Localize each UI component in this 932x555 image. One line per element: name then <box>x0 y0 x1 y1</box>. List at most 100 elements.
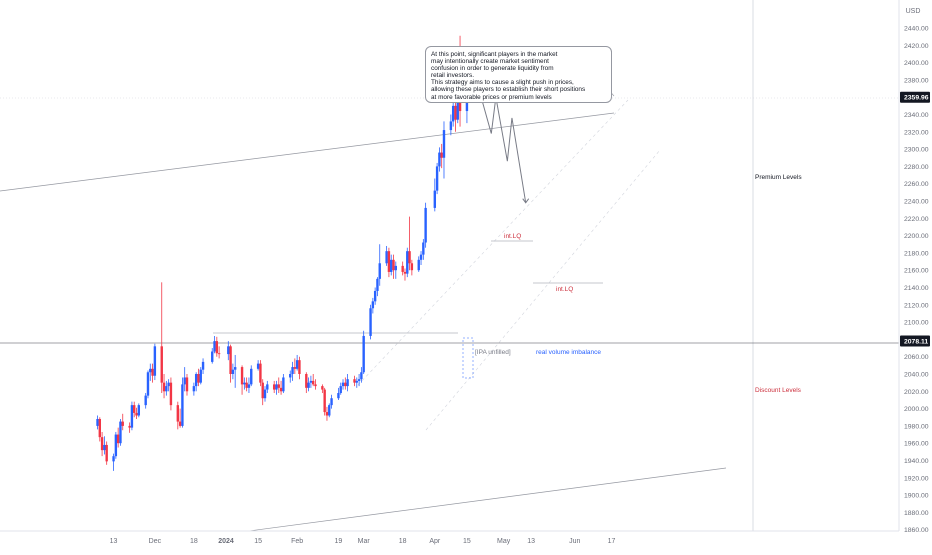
candle-body-31 <box>192 386 196 392</box>
ipa-unfilled-label: [IPA unfilled] <box>475 349 511 356</box>
candle-body-95 <box>403 271 407 274</box>
candle-body-44 <box>240 367 244 385</box>
candle-body-12 <box>130 405 134 428</box>
candle-body-17 <box>146 372 150 396</box>
trend-line-2 <box>225 467 727 535</box>
annotation-callout[interactable]: At this point, significant players in th… <box>425 46 612 103</box>
x-tick-label: 13 <box>110 538 118 545</box>
candle-body-13 <box>133 405 136 413</box>
candle-body-37 <box>213 341 216 352</box>
candle-body-51 <box>261 382 264 399</box>
candle-body-47 <box>247 384 251 388</box>
y-tick-label: 1960.00 <box>904 441 929 448</box>
candle-body-108 <box>449 121 453 131</box>
x-tick-label: 17 <box>608 538 616 545</box>
currency-label: USD <box>906 8 921 15</box>
candle-body-29 <box>183 377 186 385</box>
candle-body-24 <box>167 382 170 387</box>
candle-body-10 <box>121 421 124 426</box>
real-volume-label: real volume imbalance <box>536 349 601 356</box>
candle-body-111 <box>456 86 459 120</box>
price-marker-label-1: 2359.96 <box>904 95 929 102</box>
candles <box>96 35 478 471</box>
candle-body-62 <box>295 360 299 369</box>
chart-annotations: int.LQ int.LQ [IPA unfilled] real volume im… <box>475 174 802 394</box>
candle-body-105 <box>438 152 441 167</box>
candle-body-74 <box>337 393 340 399</box>
candle-body-19 <box>151 368 154 376</box>
y-tick-label: 2240.00 <box>904 199 929 206</box>
candle-body-109 <box>451 105 455 122</box>
candle-body-18 <box>149 368 152 373</box>
candle-body-41 <box>229 346 232 374</box>
candle-body-27 <box>178 421 182 426</box>
candle-body-15 <box>137 405 141 416</box>
y-tick-label: 2280.00 <box>904 164 929 171</box>
time-axis[interactable]: 13 Dec 18 2024 15 Feb 19 Mar 18 Apr 15 May 13 Jun 17 <box>0 530 899 550</box>
y-tick-label: 2040.00 <box>904 372 929 379</box>
candle-body-33 <box>197 374 200 383</box>
candle-body-71 <box>325 412 329 416</box>
candle-body-88 <box>378 263 381 279</box>
candle-body-8 <box>116 434 120 444</box>
candle-body-2 <box>98 418 101 438</box>
y-tick-label: 2180.00 <box>904 250 929 257</box>
discount-levels-label: Discount Levels <box>755 387 802 394</box>
x-tick-label: 18 <box>190 538 198 545</box>
candle-body-94 <box>401 265 404 272</box>
candle-body-84 <box>369 308 372 336</box>
candle-body-64 <box>305 374 308 388</box>
candle-body-55 <box>275 384 278 390</box>
time-axis-bg <box>0 531 899 550</box>
candle-body-110 <box>454 105 457 120</box>
ipa-zone <box>462 337 474 379</box>
candle-body-103 <box>433 190 437 208</box>
int-lq-lower-label: int.LQ <box>556 286 573 293</box>
candle-body-102 <box>424 207 427 243</box>
candle-body-85 <box>371 301 375 309</box>
trend-line-1 <box>0 112 615 192</box>
candle-body-92 <box>392 259 395 271</box>
candle-body-9 <box>119 421 122 444</box>
x-tick-label: Jun <box>569 538 580 545</box>
y-tick-label: 2100.00 <box>904 320 929 327</box>
y-tick-label: 2400.00 <box>904 60 929 67</box>
y-tick-label: 2220.00 <box>904 216 929 223</box>
trend-line-4 <box>425 149 661 431</box>
candle-body-34 <box>199 369 202 383</box>
price-marker-label-2: 2078.11 <box>904 339 928 346</box>
callout-line-7: at more favorable prices or premium leve… <box>431 93 552 101</box>
candle-body-81 <box>357 379 361 381</box>
candle-body-96 <box>406 251 409 274</box>
candle-body-20 <box>153 346 157 376</box>
drawings <box>0 79 899 535</box>
candle-body-11 <box>128 425 131 428</box>
candle-body-5 <box>105 444 108 462</box>
callout-line-6: allowing these players to establish thei… <box>431 86 586 94</box>
y-tick-label: 2000.00 <box>904 406 929 413</box>
y-tick-label: 1940.00 <box>904 458 929 465</box>
candle-body-106 <box>440 152 443 158</box>
candle-body-58 <box>282 377 285 392</box>
candle-body-83 <box>362 335 365 373</box>
candle-body-54 <box>272 384 276 390</box>
y-tick-label: 2380.00 <box>904 77 929 84</box>
candle-body-80 <box>355 380 358 383</box>
y-tick-label: 1860.00 <box>904 527 929 534</box>
callout-line-3: confusion in order to generate liquidity… <box>431 65 554 73</box>
candle-body-76 <box>341 382 345 387</box>
x-tick-label: May <box>497 538 511 545</box>
y-tick-label: 2440.00 <box>904 26 929 33</box>
candle-body-57 <box>279 387 283 392</box>
candle-body-91 <box>390 259 393 272</box>
candle-body-45 <box>243 382 246 385</box>
candle-body-93 <box>394 265 398 271</box>
candle-body-56 <box>277 384 280 388</box>
x-tick-label: Mar <box>358 538 371 545</box>
candle-body-107 <box>442 130 446 158</box>
price-axis[interactable]: USD 1860.00 1880.00 1900.00 1920.00 1940.00 19… <box>898 0 932 550</box>
candle-body-48 <box>250 368 253 385</box>
candle-body-86 <box>373 290 377 302</box>
